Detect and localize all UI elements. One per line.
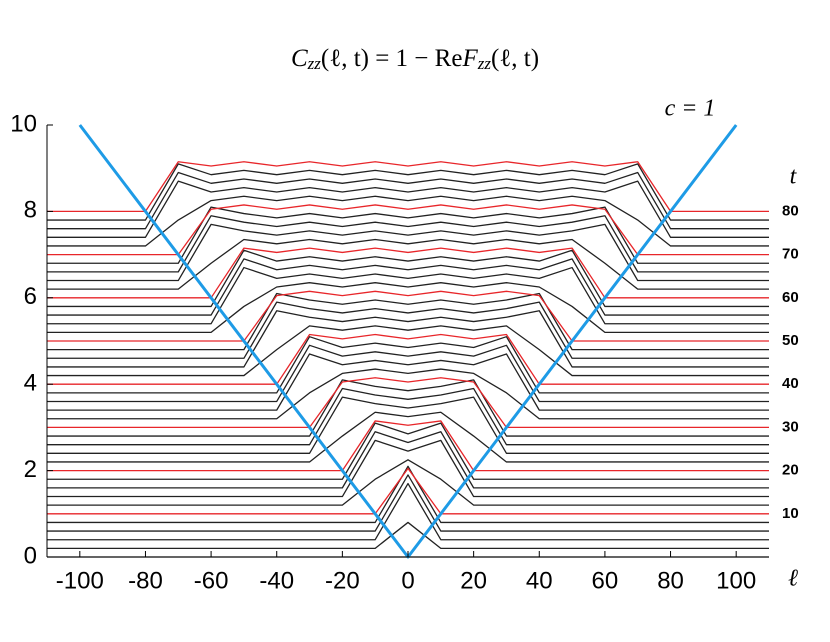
y2-tick-label: 80 bbox=[782, 202, 799, 219]
x-tick-label: 0 bbox=[401, 567, 414, 594]
y2-tick-label: 50 bbox=[782, 332, 799, 349]
series-line bbox=[47, 292, 769, 351]
y2-tick-label: 10 bbox=[782, 505, 799, 522]
y-tick-label: 6 bbox=[24, 283, 37, 310]
y-tick-label: 2 bbox=[24, 456, 37, 483]
series-line bbox=[47, 301, 769, 359]
y-tick-label: 0 bbox=[24, 542, 37, 569]
title-part: F bbox=[461, 45, 478, 72]
series-line bbox=[47, 467, 769, 515]
series-line bbox=[47, 377, 769, 429]
series-line bbox=[47, 223, 769, 282]
series-line bbox=[47, 439, 769, 498]
series-line bbox=[47, 336, 769, 394]
y2-tick-label: 60 bbox=[782, 289, 799, 306]
y2-tick-label: 30 bbox=[782, 418, 799, 435]
x-tick-label: 80 bbox=[657, 567, 684, 594]
x-tick-label: -100 bbox=[56, 567, 104, 594]
series-line bbox=[47, 204, 769, 256]
x-tick-label: -60 bbox=[194, 567, 229, 594]
chart-title: Czz(ℓ, t) = 1 − ReFzz(ℓ, t) bbox=[291, 45, 539, 73]
series-line bbox=[47, 163, 769, 221]
series-line bbox=[47, 379, 769, 437]
x-tick-label: -40 bbox=[259, 567, 294, 594]
series-line bbox=[47, 206, 769, 264]
series-line bbox=[47, 387, 769, 446]
x-tick-label: -80 bbox=[128, 567, 163, 594]
series-line bbox=[47, 353, 769, 411]
series-line bbox=[47, 474, 769, 532]
series-line bbox=[47, 431, 769, 489]
title-part: (ℓ, t) bbox=[491, 45, 539, 72]
series-line bbox=[47, 310, 769, 368]
x-tick-label: 60 bbox=[592, 567, 619, 594]
series-line bbox=[47, 215, 769, 273]
series-line bbox=[47, 238, 769, 290]
series-line bbox=[47, 344, 769, 403]
x-axis-label: ℓ bbox=[788, 566, 798, 592]
title-part: zz bbox=[477, 54, 492, 73]
series-line bbox=[47, 333, 769, 385]
series-line bbox=[47, 420, 769, 472]
series-line bbox=[47, 180, 769, 238]
annotation: c = 1 bbox=[665, 96, 716, 122]
series-line bbox=[47, 465, 769, 524]
series-line bbox=[47, 247, 769, 299]
series-line bbox=[47, 411, 769, 463]
series-line bbox=[47, 258, 769, 316]
series-line bbox=[47, 282, 769, 334]
series-line bbox=[47, 422, 769, 480]
y2-tick-label: 40 bbox=[782, 375, 799, 392]
y2-tick-label: 20 bbox=[782, 462, 799, 479]
title-part: (ℓ, t) = 1 − Re bbox=[321, 45, 463, 72]
x-tick-label: -20 bbox=[325, 567, 360, 594]
series-line bbox=[47, 290, 769, 342]
y2-tick-label: 70 bbox=[782, 246, 799, 263]
series-line bbox=[47, 171, 769, 230]
y-tick-label: 8 bbox=[24, 197, 37, 224]
y2-axis-label: t bbox=[790, 164, 798, 190]
title-part: C bbox=[291, 45, 308, 72]
title-part: zz bbox=[307, 54, 322, 73]
y-tick-label: 10 bbox=[10, 110, 37, 137]
series-line bbox=[47, 368, 769, 420]
series-line bbox=[47, 195, 769, 247]
x-tick-label: 100 bbox=[716, 567, 756, 594]
x-tick-label: 20 bbox=[460, 567, 487, 594]
series-line bbox=[47, 521, 769, 550]
series-line bbox=[47, 482, 769, 541]
series-line bbox=[47, 396, 769, 454]
series-line bbox=[47, 325, 769, 377]
series-line bbox=[47, 266, 769, 325]
series-line bbox=[47, 161, 769, 213]
series-line bbox=[47, 459, 769, 506]
y-tick-label: 4 bbox=[24, 370, 37, 397]
x-tick-label: 40 bbox=[526, 567, 553, 594]
series-line bbox=[47, 249, 769, 308]
